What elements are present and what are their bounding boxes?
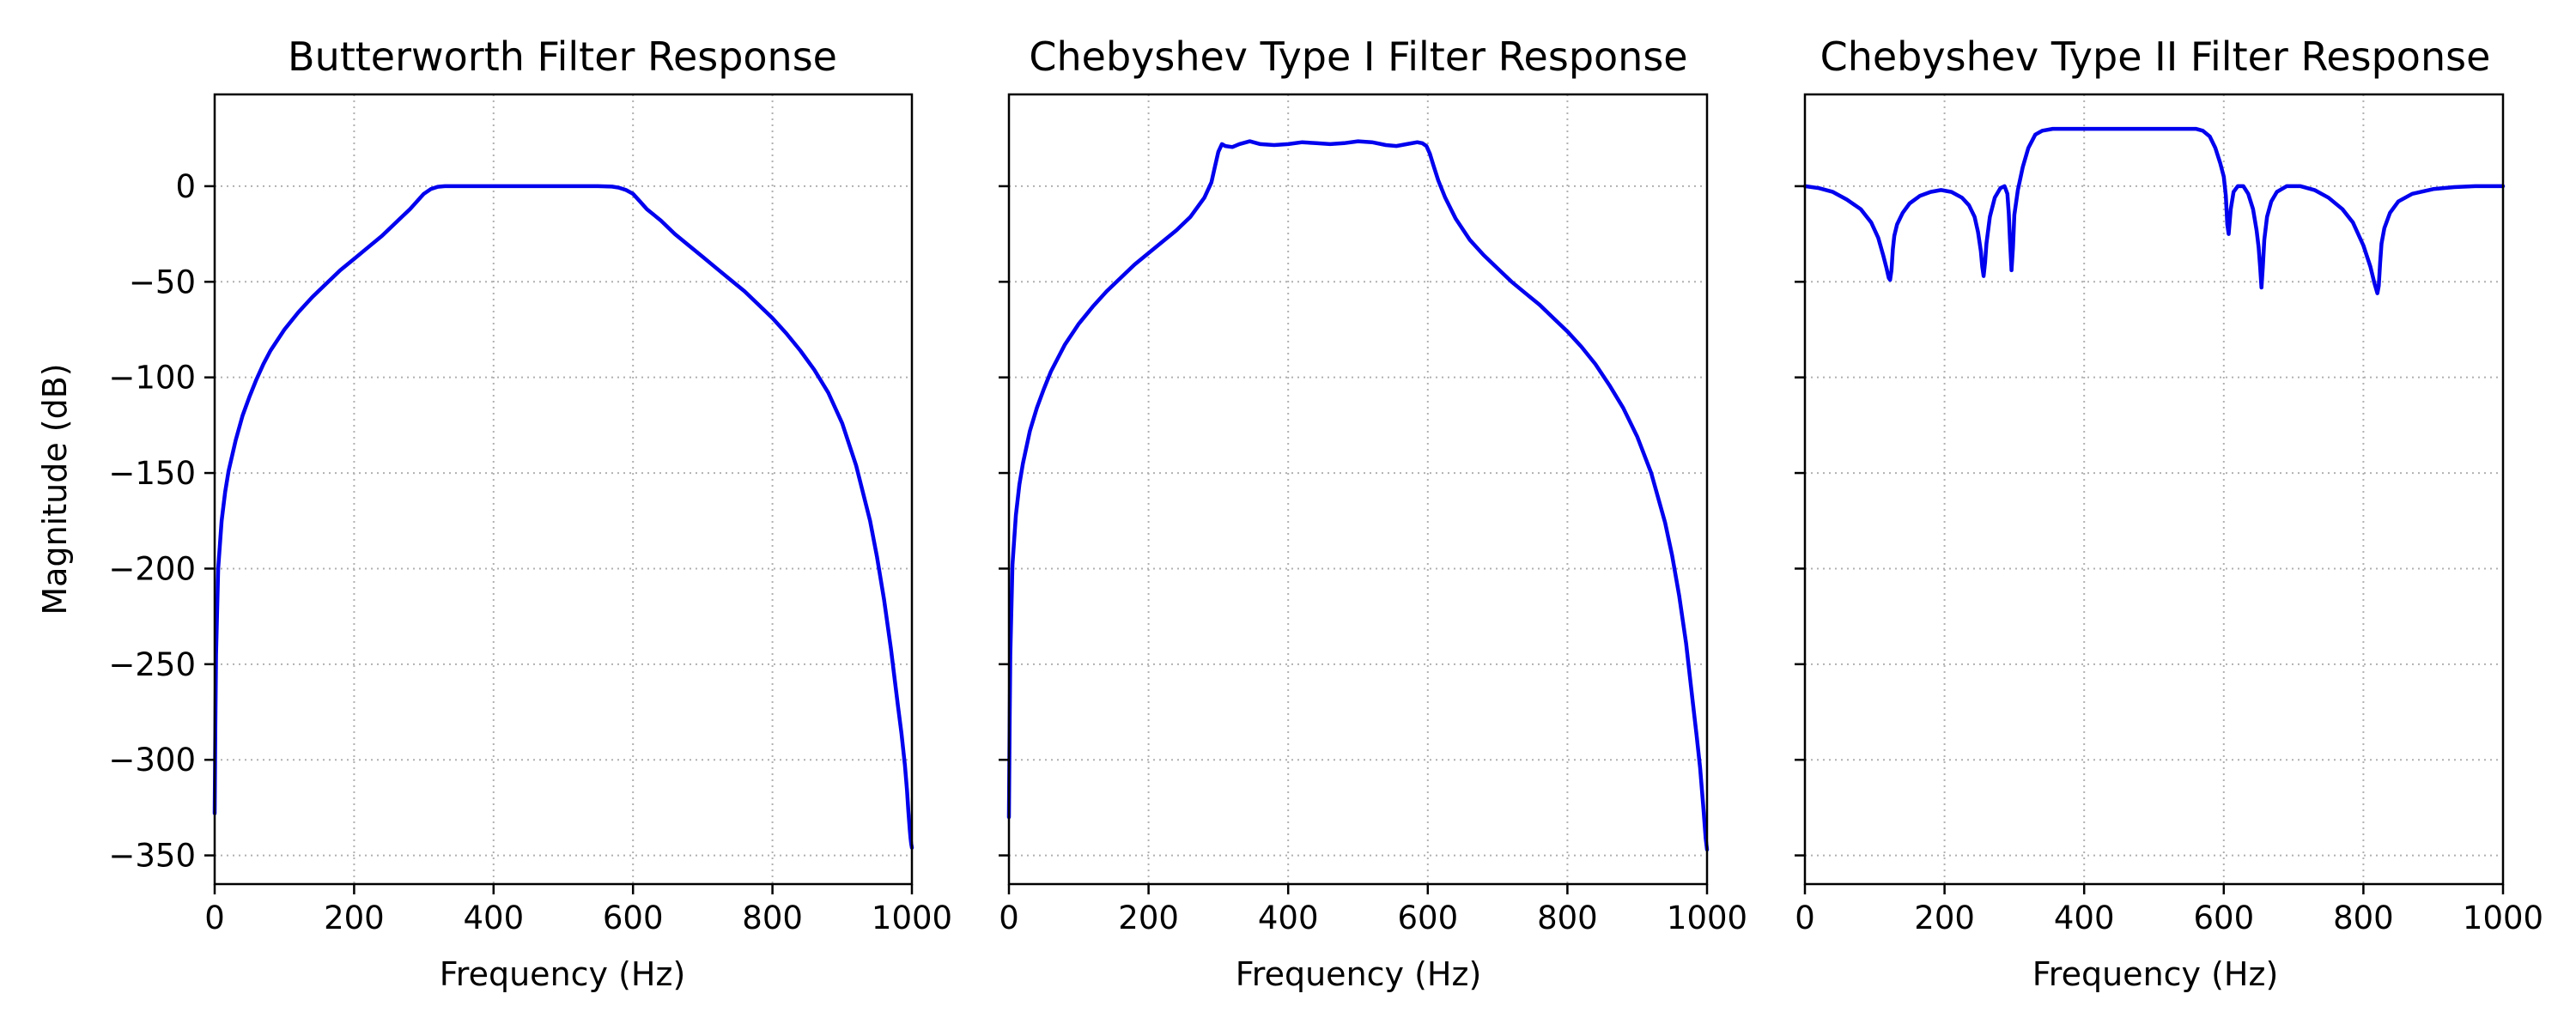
x-axis-label: Frequency (Hz) — [440, 955, 686, 993]
axes-frame — [213, 93, 914, 886]
x-tick-label: 600 — [1397, 900, 1458, 936]
response-curve — [1006, 139, 1710, 852]
x-tick-label: 800 — [2333, 900, 2394, 936]
chebyshev-type-2-panel: Chebyshev Type II Filter Response Freque… — [1795, 33, 2543, 993]
axes-frame — [1007, 93, 1709, 886]
x-tick-label: 800 — [1537, 900, 1598, 936]
x-tick-label: 600 — [603, 900, 664, 936]
x-tick-label: 1000 — [2463, 900, 2543, 936]
x-tick-label: 200 — [1914, 900, 1975, 936]
response-curve — [1802, 126, 2506, 295]
x-tick-label: 400 — [2054, 900, 2115, 936]
x-tick-label: 400 — [1258, 900, 1319, 936]
x-axis-label: Frequency (Hz) — [2032, 955, 2279, 993]
x-tick-label: 0 — [1795, 900, 1815, 936]
x-tick-label: 200 — [1118, 900, 1179, 936]
x-tick-label: 0 — [204, 900, 225, 936]
panel-title: Chebyshev Type II Filter Response — [1820, 33, 2491, 80]
x-axis-label: Frequency (Hz) — [1236, 955, 1482, 993]
x-tick-label: 1000 — [1667, 900, 1747, 936]
axes-frame — [1803, 93, 2505, 886]
butterworth-panel: Butterworth Filter Response Magnitude (d… — [36, 33, 952, 993]
y-tick-label: 0 — [175, 168, 196, 205]
y-tick-label: −350 — [108, 838, 196, 875]
y-tick-label: −50 — [129, 264, 196, 300]
x-tick-label: 0 — [999, 900, 1019, 936]
x-tick-label: 800 — [742, 900, 803, 936]
y-tick-label: −100 — [108, 360, 196, 397]
chebyshev-type-1-panel: Chebyshev Type I Filter Response Frequen… — [999, 33, 1747, 993]
y-axis-label: Magnitude (dB) — [36, 363, 74, 615]
response-curve — [212, 184, 914, 850]
y-tick-label: −300 — [108, 742, 196, 779]
panel-title: Butterworth Filter Response — [288, 33, 837, 80]
x-tick-label: 400 — [463, 900, 524, 936]
y-tick-label: −250 — [108, 646, 196, 683]
panel-title: Chebyshev Type I Filter Response — [1029, 33, 1687, 80]
x-tick-label: 600 — [2193, 900, 2254, 936]
x-tick-label: 1000 — [872, 900, 952, 936]
y-tick-label: −150 — [108, 455, 196, 492]
y-tick-label: −200 — [108, 550, 196, 587]
x-tick-label: 200 — [324, 900, 385, 936]
